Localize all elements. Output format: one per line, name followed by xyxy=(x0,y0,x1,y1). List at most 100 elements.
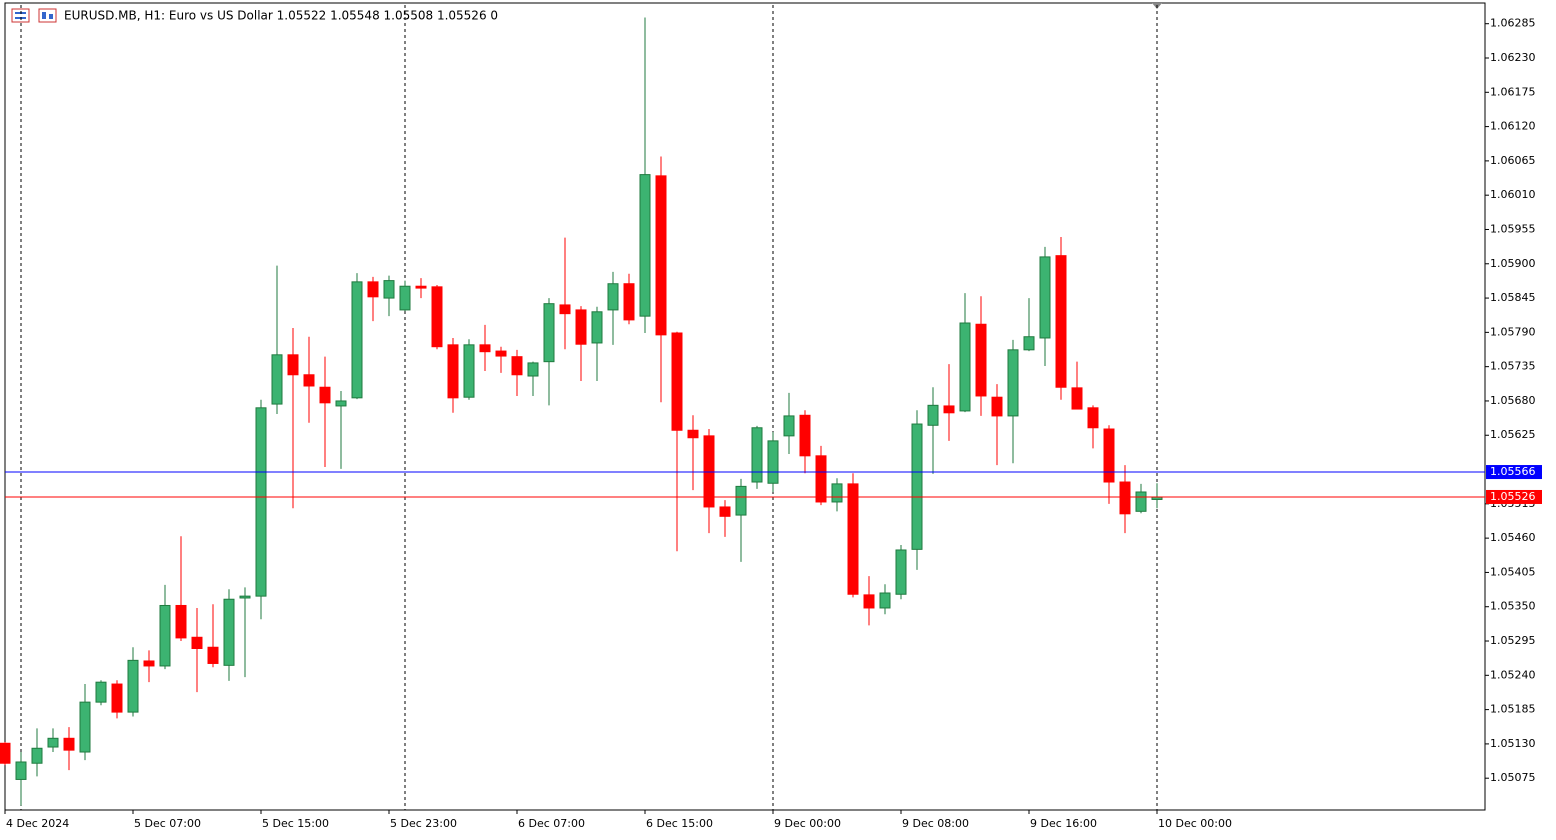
candle-body xyxy=(607,283,619,311)
y-tick-label: 1.06120 xyxy=(1490,120,1536,133)
candle-body xyxy=(687,429,699,439)
candle-body xyxy=(79,701,91,753)
candle-body xyxy=(223,598,235,666)
candle-body xyxy=(367,281,379,298)
candle-body xyxy=(383,280,395,299)
y-tick-label: 1.05240 xyxy=(1490,668,1536,681)
x-tick-label: 9 Dec 16:00 xyxy=(1030,817,1097,830)
candle-body xyxy=(863,594,875,609)
candle-body xyxy=(975,323,987,397)
candle-body xyxy=(879,592,891,609)
x-tick-label: 9 Dec 00:00 xyxy=(774,817,841,830)
x-tick-label: 5 Dec 07:00 xyxy=(134,817,201,830)
candle-body xyxy=(751,427,763,483)
candle-body xyxy=(559,304,571,315)
candle-body xyxy=(735,485,747,516)
icon xyxy=(42,12,46,19)
candle-body xyxy=(351,281,363,399)
candle-body xyxy=(95,681,107,703)
y-tick-label: 1.05900 xyxy=(1490,257,1536,270)
candle-body xyxy=(399,285,411,311)
candle-body xyxy=(463,344,475,398)
x-tick-label: 4 Dec 2024 xyxy=(6,817,69,830)
toolbar-icons xyxy=(11,8,57,23)
candle-body xyxy=(991,396,1003,417)
candle-body xyxy=(591,311,603,344)
candle-body xyxy=(191,636,203,650)
candle-body xyxy=(895,549,907,595)
y-tick-label: 1.05790 xyxy=(1490,325,1536,338)
candle-body xyxy=(815,455,827,503)
chart-title: EURUSD.MB, H1: Euro vs US Dollar 1.05522… xyxy=(64,9,498,23)
candle-body xyxy=(1087,407,1099,429)
candle-body xyxy=(1023,336,1035,351)
candle-body xyxy=(479,344,491,353)
candle-body xyxy=(639,174,651,317)
y-tick-label: 1.05130 xyxy=(1490,737,1536,750)
icon xyxy=(11,8,30,23)
candle-body xyxy=(31,747,43,764)
candle-body xyxy=(575,309,587,345)
candle-body xyxy=(543,303,555,363)
candle-body xyxy=(911,423,923,550)
y-tick-label: 1.05845 xyxy=(1490,291,1536,304)
y-tick-label: 1.05680 xyxy=(1490,394,1536,407)
candle-body xyxy=(175,604,187,639)
candle-body xyxy=(799,414,811,457)
y-tick-label: 1.05075 xyxy=(1490,771,1536,784)
candle-body xyxy=(847,483,859,595)
y-tick-label: 1.05185 xyxy=(1490,703,1536,716)
y-tick-label: 1.05460 xyxy=(1490,531,1536,544)
icon xyxy=(38,8,57,23)
candle-body xyxy=(511,356,523,376)
candle-body xyxy=(1071,387,1083,410)
candle-body xyxy=(1119,481,1131,515)
plot-frame xyxy=(4,2,1486,811)
candle-body xyxy=(831,483,843,503)
candle-body xyxy=(623,283,635,321)
candle-body xyxy=(255,407,267,597)
candle-body xyxy=(1039,256,1051,339)
candle-body xyxy=(447,344,459,399)
icon xyxy=(49,14,53,19)
x-tick-label: 10 Dec 00:00 xyxy=(1158,817,1232,830)
candle-body xyxy=(431,286,443,348)
candle-body xyxy=(111,683,123,713)
candle-body xyxy=(767,440,779,484)
candle-body xyxy=(15,761,27,780)
candle-body xyxy=(47,737,59,748)
candle-body xyxy=(495,350,507,357)
candle-body xyxy=(127,659,139,713)
y-tick-label: 1.06175 xyxy=(1490,85,1536,98)
candle-body xyxy=(335,400,347,407)
x-tick-label: 9 Dec 08:00 xyxy=(902,817,969,830)
y-tick-label: 1.05625 xyxy=(1490,428,1536,441)
candle-body xyxy=(655,175,667,336)
candle-body xyxy=(303,374,315,387)
candle-body xyxy=(319,386,331,404)
x-tick-label: 5 Dec 23:00 xyxy=(390,817,457,830)
candle-body xyxy=(1135,491,1147,512)
candle-body xyxy=(159,604,171,667)
candle-body xyxy=(1103,428,1115,483)
candle-body xyxy=(671,332,683,431)
y-tick-label: 1.06285 xyxy=(1490,17,1536,30)
y-tick-label: 1.05955 xyxy=(1490,222,1536,235)
candle-body xyxy=(783,415,795,437)
candle-body xyxy=(927,404,939,426)
y-tick-label: 1.06230 xyxy=(1490,51,1536,64)
price-label-box xyxy=(1486,465,1542,480)
candle-body xyxy=(527,362,539,377)
candle-body xyxy=(271,354,283,405)
candle-body xyxy=(287,354,299,376)
price-label: 1.05526 xyxy=(1490,490,1536,503)
y-tick-label: 1.06065 xyxy=(1490,154,1536,167)
x-tick-label: 5 Dec 15:00 xyxy=(262,817,329,830)
candle-body xyxy=(1055,255,1067,388)
candle-body xyxy=(0,742,11,764)
candle-body xyxy=(1007,349,1019,417)
y-tick-label: 1.05350 xyxy=(1490,600,1536,613)
y-tick-label: 1.05295 xyxy=(1490,634,1536,647)
candle-body xyxy=(239,595,251,599)
